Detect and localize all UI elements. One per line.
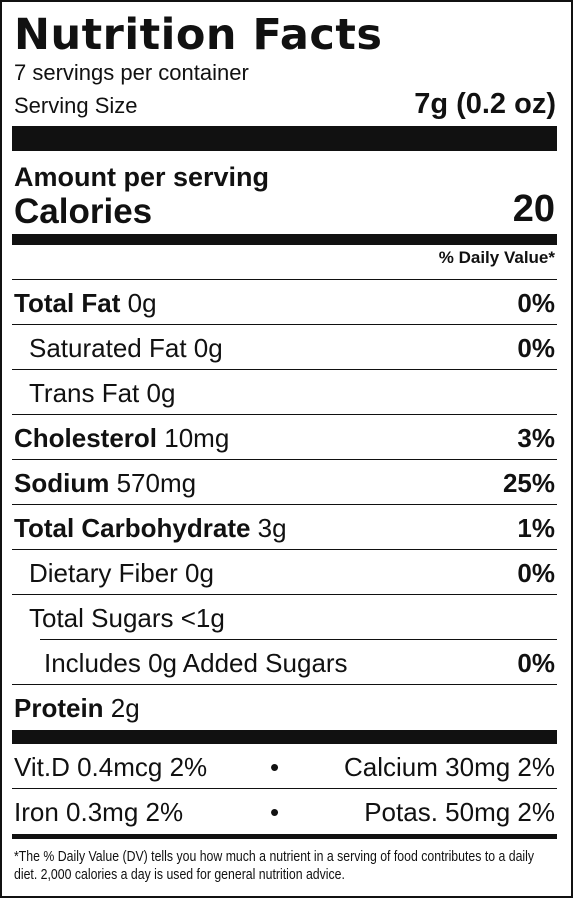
nutrient-name: Dietary Fiber 0g — [29, 558, 214, 588]
nutrient-name: Sodium — [14, 468, 110, 498]
amount-per-serving: Amount per serving — [14, 162, 270, 192]
nutrient-dv: 0% — [517, 333, 555, 363]
nutrient-row-trans-fat: Trans Fat 0g — [12, 370, 557, 414]
divider — [12, 324, 557, 325]
vitamin-right: Calcium 30mg 2% — [344, 752, 555, 782]
calories-value: 20 — [512, 188, 555, 230]
daily-value-header: % Daily Value* — [438, 248, 555, 267]
serving-size-label: Serving Size — [14, 93, 138, 118]
nutrient-name: Cholesterol — [14, 423, 158, 453]
vitamin-right: Potas. 50mg 2% — [364, 797, 555, 827]
thick-divider — [12, 126, 557, 151]
nutrient-amount: 3g — [250, 513, 287, 543]
divider — [12, 369, 557, 370]
servings-per-container: 7 servings per container — [14, 60, 249, 85]
nutrient-row-protein: Protein 2g — [12, 685, 557, 729]
divider — [12, 594, 557, 595]
nutrient-name: Total Sugars <1g — [29, 603, 225, 633]
divider — [12, 504, 557, 505]
nutrient-row-sodium: Sodium 570mg 25% — [12, 460, 557, 504]
divider — [12, 549, 557, 550]
divider — [40, 639, 557, 640]
divider — [12, 279, 557, 280]
nutrient-name: Total Fat — [14, 288, 121, 318]
nutrient-name: Protein — [14, 693, 104, 723]
nutrient-row-added-sugars: Includes 0g Added Sugars 0% — [12, 640, 557, 684]
nutrient-amount: 0g — [120, 288, 157, 318]
divider — [12, 459, 557, 460]
nutrient-row-total-sugars: Total Sugars <1g — [12, 595, 557, 639]
nutrient-amount: 2g — [103, 693, 140, 723]
vitamin-row: Vit.D 0.4mcg 2% • Calcium 30mg 2% — [12, 744, 557, 788]
nutrient-dv: 0% — [517, 288, 555, 318]
nutrient-amount: 570mg — [109, 468, 197, 498]
vitamin-left: Vit.D 0.4mcg 2% — [14, 752, 208, 782]
thick-divider — [12, 730, 557, 744]
nutrient-row-saturated-fat: Saturated Fat 0g 0% — [12, 325, 557, 369]
nutrient-row-total-carbohydrate: Total Carbohydrate 3g 1% — [12, 505, 557, 549]
nutrient-dv: 0% — [517, 558, 555, 588]
vitamin-left: Iron 0.3mg 2% — [14, 797, 184, 827]
nutrient-amount: 10mg — [157, 423, 230, 453]
medium-divider — [12, 234, 557, 245]
calories-label: Calories — [14, 192, 153, 231]
divider — [12, 788, 557, 789]
bullet-separator: • — [270, 752, 280, 782]
nutrient-row-total-fat: Total Fat 0g 0% — [12, 280, 557, 324]
nutrient-row-cholesterol: Cholesterol 10mg 3% — [12, 415, 557, 459]
nutrient-dv: 25% — [502, 468, 555, 498]
serving-size-value: 7g (0.2 oz) — [414, 88, 556, 120]
divider — [12, 684, 557, 685]
nutrient-row-dietary-fiber: Dietary Fiber 0g 0% — [12, 550, 557, 594]
vitamin-row: Iron 0.3mg 2% • Potas. 50mg 2% — [12, 789, 557, 833]
divider — [12, 414, 557, 415]
nutrient-name: Includes 0g Added Sugars — [44, 648, 348, 678]
nutrient-dv: 3% — [517, 423, 555, 453]
nutrient-dv: 1% — [517, 513, 555, 543]
nutrient-name: Saturated Fat 0g — [29, 333, 223, 363]
medium-divider — [12, 834, 557, 839]
nutrient-name: Trans Fat 0g — [29, 378, 176, 408]
nutrient-dv: 0% — [517, 648, 555, 678]
label-title: Nutrition Facts — [14, 10, 383, 60]
nutrient-name: Total Carbohydrate — [14, 513, 251, 543]
bullet-separator: • — [270, 797, 280, 827]
daily-value-footnote: *The % Daily Value (DV) tells you how mu… — [14, 848, 535, 883]
